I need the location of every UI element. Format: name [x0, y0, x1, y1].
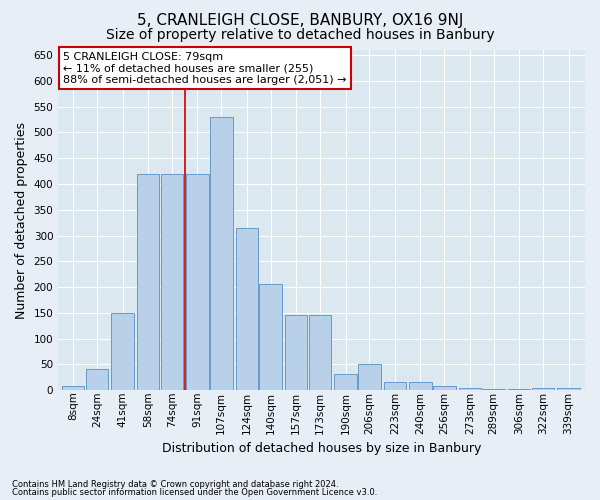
Y-axis label: Number of detached properties: Number of detached properties: [15, 122, 28, 318]
Bar: [285, 316, 307, 390]
Bar: [358, 364, 381, 390]
Bar: [334, 374, 357, 390]
Text: 5, CRANLEIGH CLOSE, BANBURY, OX16 9NJ: 5, CRANLEIGH CLOSE, BANBURY, OX16 9NJ: [137, 12, 463, 28]
Bar: [111, 313, 134, 390]
Bar: [161, 174, 183, 390]
Text: 5 CRANLEIGH CLOSE: 79sqm
← 11% of detached houses are smaller (255)
88% of semi-: 5 CRANLEIGH CLOSE: 79sqm ← 11% of detach…: [64, 52, 347, 85]
Bar: [557, 388, 580, 390]
Bar: [86, 368, 109, 390]
Bar: [62, 386, 85, 390]
Bar: [309, 316, 331, 390]
Text: Size of property relative to detached houses in Banbury: Size of property relative to detached ho…: [106, 28, 494, 42]
X-axis label: Distribution of detached houses by size in Banbury: Distribution of detached houses by size …: [162, 442, 481, 455]
Bar: [433, 386, 455, 390]
Bar: [383, 382, 406, 390]
Bar: [508, 389, 530, 390]
Bar: [482, 389, 505, 390]
Bar: [259, 284, 282, 390]
Bar: [186, 174, 209, 390]
Bar: [210, 117, 233, 390]
Text: Contains public sector information licensed under the Open Government Licence v3: Contains public sector information licen…: [12, 488, 377, 497]
Bar: [409, 382, 431, 390]
Bar: [137, 174, 159, 390]
Bar: [236, 228, 258, 390]
Bar: [532, 388, 554, 390]
Text: Contains HM Land Registry data © Crown copyright and database right 2024.: Contains HM Land Registry data © Crown c…: [12, 480, 338, 489]
Bar: [458, 388, 481, 390]
